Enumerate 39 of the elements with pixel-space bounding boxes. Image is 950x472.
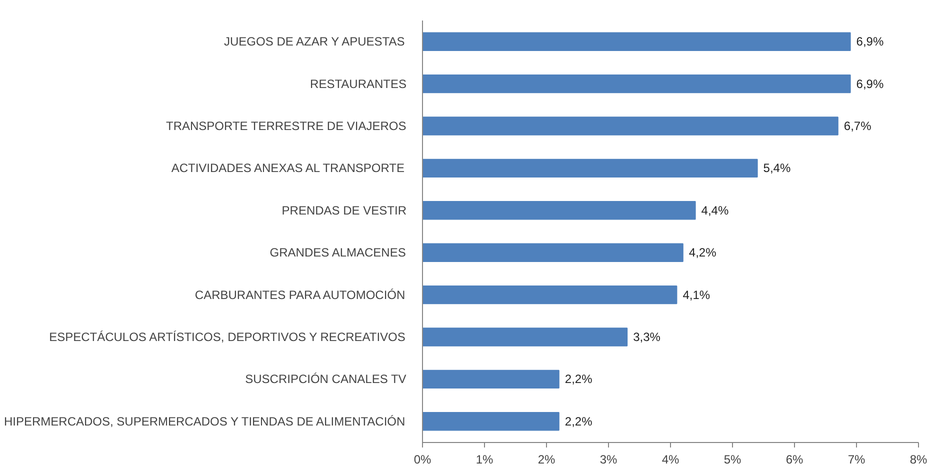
x-tick-label: 3% [600,452,618,466]
data-label: 2,2% [564,372,593,386]
bar [422,158,758,178]
x-tick-label: 5% [724,452,742,466]
y-tick-label: PRENDAS DE VESTIR [282,203,407,218]
bar [422,74,851,94]
y-tick-label: SUSCRIPCIÓN CANALES TV [245,372,406,386]
y-tick-label: ACTIVIDADES ANEXAS AL TRANSPORTE [171,161,405,176]
bar [422,243,684,262]
y-tick-label: GRANDES ALMACENES [270,246,406,260]
data-label: 2,2% [564,414,593,428]
bar [422,201,696,220]
x-tick-label: 2% [538,452,556,466]
x-tick-label: 0% [414,452,432,466]
data-label: 5,4% [763,161,791,176]
bar [422,32,851,51]
y-tick-label: HIPERMERCADOS, SUPERMERCADOS Y TIENDAS DE ALIMENTACIÓN [4,414,406,428]
data-label: 4,2% [688,246,717,260]
y-tick-label: ESPECTÁCULOS ARTÍSTICOS, DEPORTIVOS Y RECREATIVOS [49,330,406,344]
x-tick-label: 1% [476,452,494,466]
data-label: 4,1% [682,288,710,302]
x-tick-label: 8% [910,452,928,466]
bar [422,328,628,346]
data-label: 3,3% [633,330,661,344]
data-label: 6,9% [856,34,884,49]
y-tick-label: CARBURANTES PARA AUTOMOCIÓN [194,288,406,302]
x-tick-label: 7% [848,452,866,466]
bar [422,285,678,304]
bar [422,116,838,136]
data-label: 6,9% [856,76,884,91]
x-tick-label: 4% [662,452,680,466]
bar [422,370,560,389]
y-tick-label: JUEGOS DE AZAR Y APUESTAS [224,34,405,49]
data-label: 6,7% [844,119,872,133]
x-tick-label: 6% [786,452,804,466]
y-tick-label: TRANSPORTE TERRESTRE DE VIAJEROS [166,119,406,133]
data-label: 4,4% [701,203,729,218]
y-tick-label: RESTAURANTES [310,76,407,91]
bar [422,412,560,431]
